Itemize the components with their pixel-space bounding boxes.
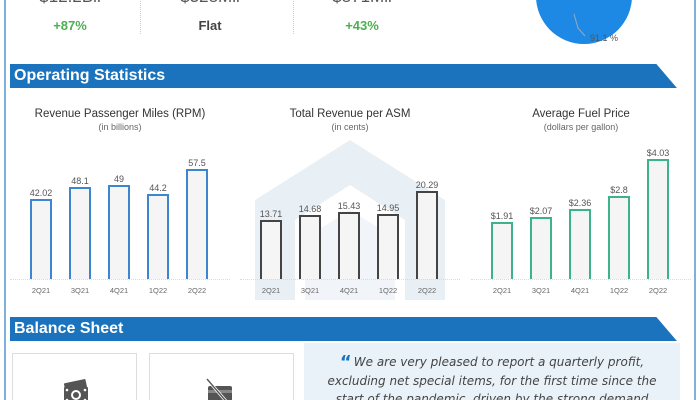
bar-3q21 <box>299 215 321 279</box>
infographic-frame <box>4 0 696 400</box>
x-axis-tick: 2Q22 <box>187 286 207 295</box>
bar-4q21 <box>338 212 360 279</box>
bar-value-label: $1.91 <box>490 211 514 221</box>
ceo-quote: “We are very pleased to report a quarter… <box>304 343 680 400</box>
quote-text: We are very pleased to report a quarterl… <box>327 355 657 400</box>
stat-net-income: $328Mil Flat <box>140 0 280 33</box>
bar-value-label: $2.36 <box>568 198 592 208</box>
bar-value-label: 57.5 <box>188 158 206 168</box>
bar-value-label: 20.29 <box>415 180 439 190</box>
pie-label: 91.1 % <box>590 33 619 43</box>
bar-2q21 <box>491 222 513 279</box>
chart-subtitle: (in billions) <box>98 122 142 132</box>
quote-mark-icon: “ <box>339 352 352 373</box>
stat-change: Flat <box>198 18 222 33</box>
stat-value: $12.2Bil <box>0 0 140 8</box>
chart-rpm: Revenue Passenger Miles (RPM) (in billio… <box>10 108 230 303</box>
bar-2q21 <box>30 199 52 279</box>
bar-3q21 <box>69 187 91 279</box>
stat-value: $328Mil <box>140 0 280 8</box>
bar-value-label: 44.2 <box>149 183 167 193</box>
stat-third: $871Mil +43% <box>292 0 432 33</box>
bar-value-label: $4.03 <box>646 148 670 158</box>
chart-subtitle: (dollars per gallon) <box>543 122 619 132</box>
x-axis-tick: 3Q21 <box>300 286 320 295</box>
x-axis-tick: 4Q21 <box>570 286 590 295</box>
x-axis-tick: 4Q21 <box>339 286 359 295</box>
x-axis-tick: 3Q21 <box>531 286 551 295</box>
x-axis-tick: 1Q22 <box>148 286 168 295</box>
bar-1q22 <box>377 214 399 279</box>
cash-icon <box>63 379 89 400</box>
chart-title: Revenue Passenger Miles (RPM) <box>34 108 206 120</box>
balance-card-no-credit <box>149 353 294 400</box>
x-axis-tick: 1Q22 <box>378 286 398 295</box>
bar-3q21 <box>530 217 552 279</box>
stat-change: +43% <box>345 18 379 33</box>
bar-value-label: 48.1 <box>71 176 89 186</box>
chart-title: Total Revenue per ASM <box>289 108 411 120</box>
x-axis-tick: 3Q21 <box>70 286 90 295</box>
top-stats: $12.2Bil +87% $328Mil Flat $871Mil +43% <box>0 0 700 46</box>
x-axis-tick: 2Q21 <box>261 286 281 295</box>
chart-plot: 42.02 48.1 49 44.2 57.5 <box>10 148 230 280</box>
bar-2q22 <box>416 191 438 279</box>
chart-subtitle: (in cents) <box>331 122 369 132</box>
divider <box>293 0 294 34</box>
chart-title: Average Fuel Price <box>532 108 630 120</box>
stat-value: $871Mil <box>292 0 432 8</box>
chart-trasm: Total Revenue per ASM (in cents) 13.71 14… <box>240 108 460 303</box>
x-axis-tick: 2Q22 <box>417 286 437 295</box>
chart-plot: $1.91 $2.07 $2.36 $2.8 $4.03 <box>471 148 691 280</box>
divider <box>140 0 141 34</box>
x-axis-tick: 4Q21 <box>109 286 129 295</box>
bar-2q22 <box>647 159 669 279</box>
bar-1q22 <box>608 196 630 279</box>
x-axis-tick: 1Q22 <box>609 286 629 295</box>
section-balance-sheet: Balance Sheet <box>10 317 677 341</box>
bar-2q21 <box>260 220 282 279</box>
x-axis-tick: 2Q22 <box>648 286 668 295</box>
bar-value-label: $2.8 <box>610 185 628 195</box>
chart-fuel-price: Average Fuel Price (dollars per gallon) … <box>471 108 691 303</box>
bar-4q21 <box>569 209 591 279</box>
bar-4q21 <box>108 185 130 279</box>
x-axis-tick: 2Q21 <box>492 286 512 295</box>
bar-value-label: 15.43 <box>337 201 361 211</box>
section-operating-statistics: Operating Statistics <box>10 64 677 88</box>
x-axis-tick: 2Q21 <box>31 286 51 295</box>
bar-value-label: 13.71 <box>259 209 283 219</box>
stat-change: +87% <box>53 18 87 33</box>
pie-leader-line <box>573 13 586 37</box>
bar-value-label: 49 <box>113 174 124 184</box>
bar-value-label: 14.95 <box>376 203 400 213</box>
stat-revenue: $12.2Bil +87% <box>0 0 140 33</box>
balance-card-cash <box>12 353 137 400</box>
chart-plot: 13.71 14.68 15.43 14.95 20.29 <box>240 148 460 280</box>
bar-value-label: $2.07 <box>529 206 553 216</box>
bar-value-label: 14.68 <box>298 204 322 214</box>
bar-1q22 <box>147 194 169 279</box>
bar-2q22 <box>186 169 208 279</box>
bar-value-label: 42.02 <box>29 188 53 198</box>
no-credit-card-icon <box>205 378 232 400</box>
